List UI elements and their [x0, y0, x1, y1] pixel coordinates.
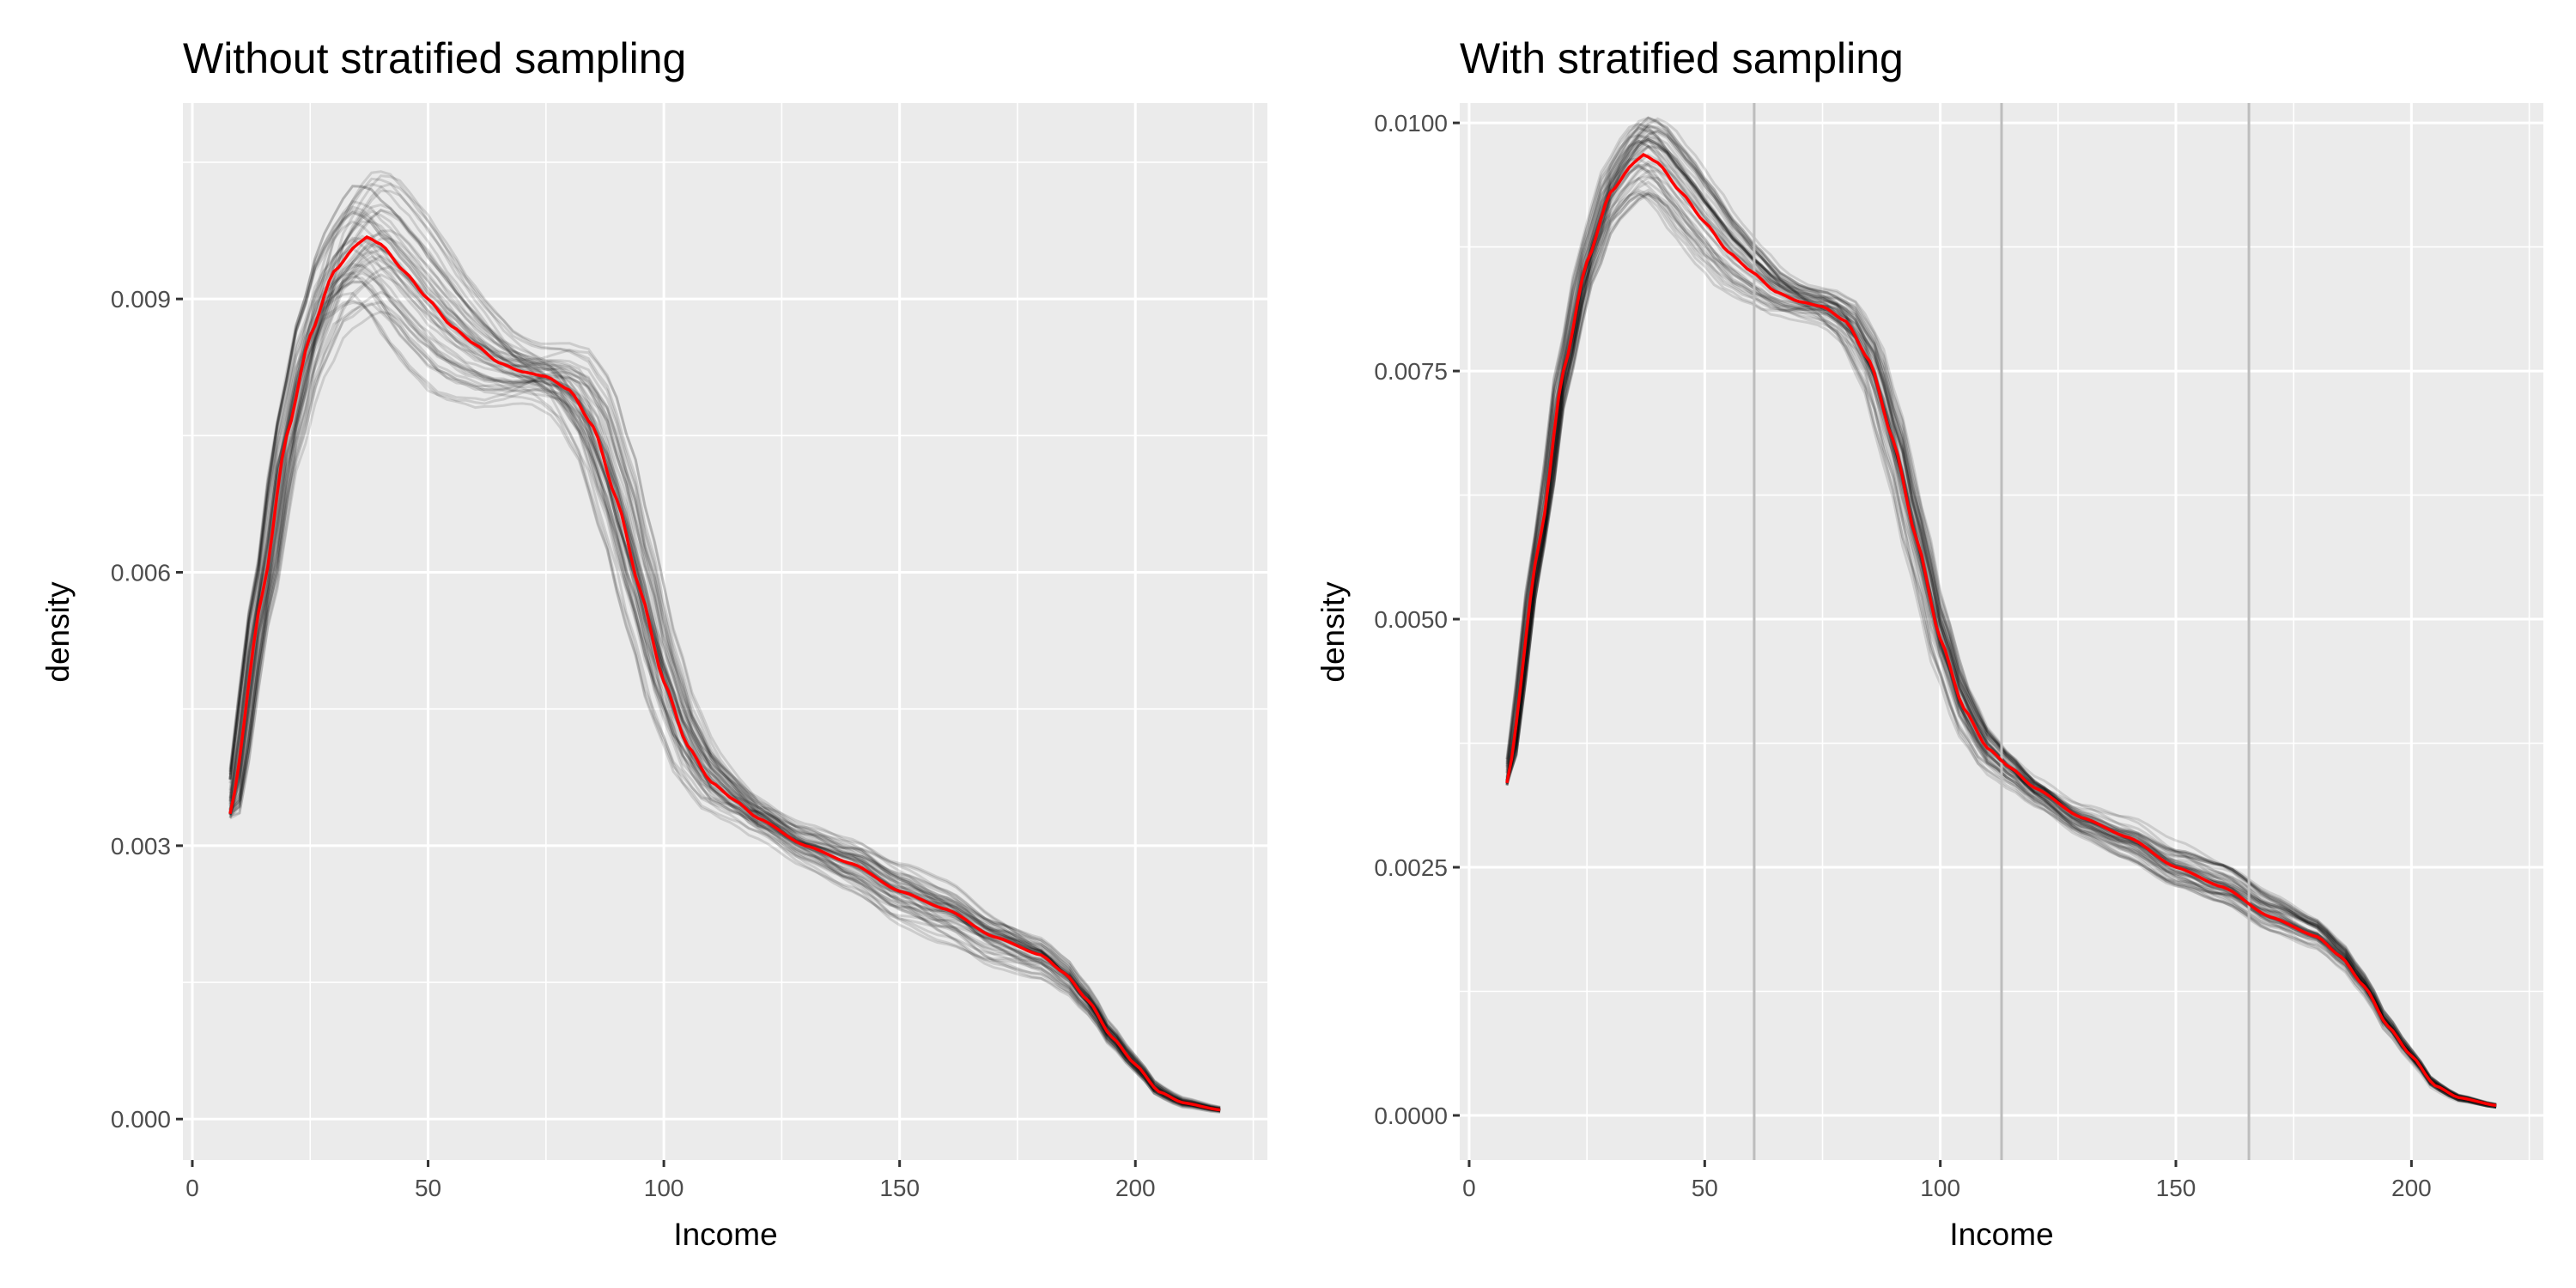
- sample-density-curve: [228, 205, 1221, 1112]
- y-tick-label: 0.0050: [1374, 606, 1448, 633]
- true-density-curve: [1505, 153, 2497, 1108]
- panel-with-stratified: 0 50 100 150 200 0.0000 0.0025 0.0050 0.0075 0.01…: [1315, 34, 2543, 1252]
- sample-density-curve: [228, 254, 1221, 1112]
- sample-density-curve: [228, 220, 1221, 1111]
- y-tick-label: 0.006: [111, 560, 171, 586]
- y-tick-label: 0.000: [111, 1106, 171, 1133]
- x-axis-title: Income: [1949, 1217, 2053, 1252]
- y-axis-title: density: [40, 581, 76, 683]
- x-tick-label: 50: [415, 1175, 441, 1201]
- sample-density-curve: [228, 263, 1221, 1111]
- x-tick-label: 100: [1920, 1175, 1960, 1201]
- sample-density-curve: [228, 204, 1221, 1112]
- sample-density-curve: [228, 249, 1221, 1111]
- y-tick-label: 0.009: [111, 286, 171, 313]
- sample-density-curve: [228, 299, 1221, 1111]
- x-axis-title: Income: [673, 1217, 777, 1252]
- sample-density-curve: [228, 273, 1221, 1112]
- y-tick-label: 0.003: [111, 833, 171, 860]
- chart-title: Without stratified sampling: [183, 34, 686, 82]
- panel-without-stratified: 0 50 100 150 200 0.000 0.003 0.006 0.009 Without …: [40, 34, 1267, 1252]
- y-tick-label: 0.0075: [1374, 358, 1448, 385]
- plot-background: [183, 103, 1267, 1160]
- x-tick-label: 0: [185, 1175, 199, 1201]
- y-axis-title: density: [1315, 581, 1351, 683]
- sample-density-curve: [228, 290, 1221, 1109]
- sample-density-curve: [228, 177, 1221, 1113]
- sample-density-curve: [228, 280, 1221, 1111]
- sample-density-curve: [229, 310, 1221, 1112]
- x-tick-label: 150: [879, 1175, 920, 1201]
- sample-density-curve: [228, 236, 1221, 1112]
- y-tick-label: 0.0025: [1374, 854, 1448, 881]
- sample-density-curve: [228, 237, 1221, 1111]
- x-tick-label: 150: [2156, 1175, 2196, 1201]
- sample-density-curve: [228, 255, 1221, 1110]
- x-tick-label: 100: [644, 1175, 684, 1201]
- sample-density-curve: [229, 265, 1221, 1113]
- sample-density-curve: [228, 271, 1221, 1113]
- sample-density-curve: [228, 301, 1221, 1110]
- x-tick-label: 200: [2391, 1175, 2432, 1201]
- sample-density-curve: [228, 271, 1221, 1109]
- sample-density-curve: [228, 232, 1221, 1111]
- x-tick-label: 0: [1462, 1175, 1476, 1201]
- sample-density-curve: [228, 246, 1221, 1109]
- sample-density-curve: [228, 262, 1221, 1110]
- y-tick-label: 0.0000: [1374, 1103, 1448, 1129]
- sample-density-curve: [228, 238, 1221, 1112]
- sample-density-curve: [228, 291, 1221, 1112]
- x-tick-label: 200: [1115, 1175, 1156, 1201]
- x-tick-label: 50: [1692, 1175, 1718, 1201]
- true-density-curve: [228, 234, 1221, 1112]
- sample-density-curve: [228, 200, 1221, 1112]
- sample-density-curve: [228, 208, 1221, 1113]
- chart-title: With stratified sampling: [1460, 34, 1904, 82]
- y-tick-label: 0.0100: [1374, 110, 1448, 137]
- sample-density-curve: [228, 234, 1221, 1112]
- sample-density-curve: [228, 208, 1221, 1112]
- sample-density-curve: [228, 210, 1221, 1111]
